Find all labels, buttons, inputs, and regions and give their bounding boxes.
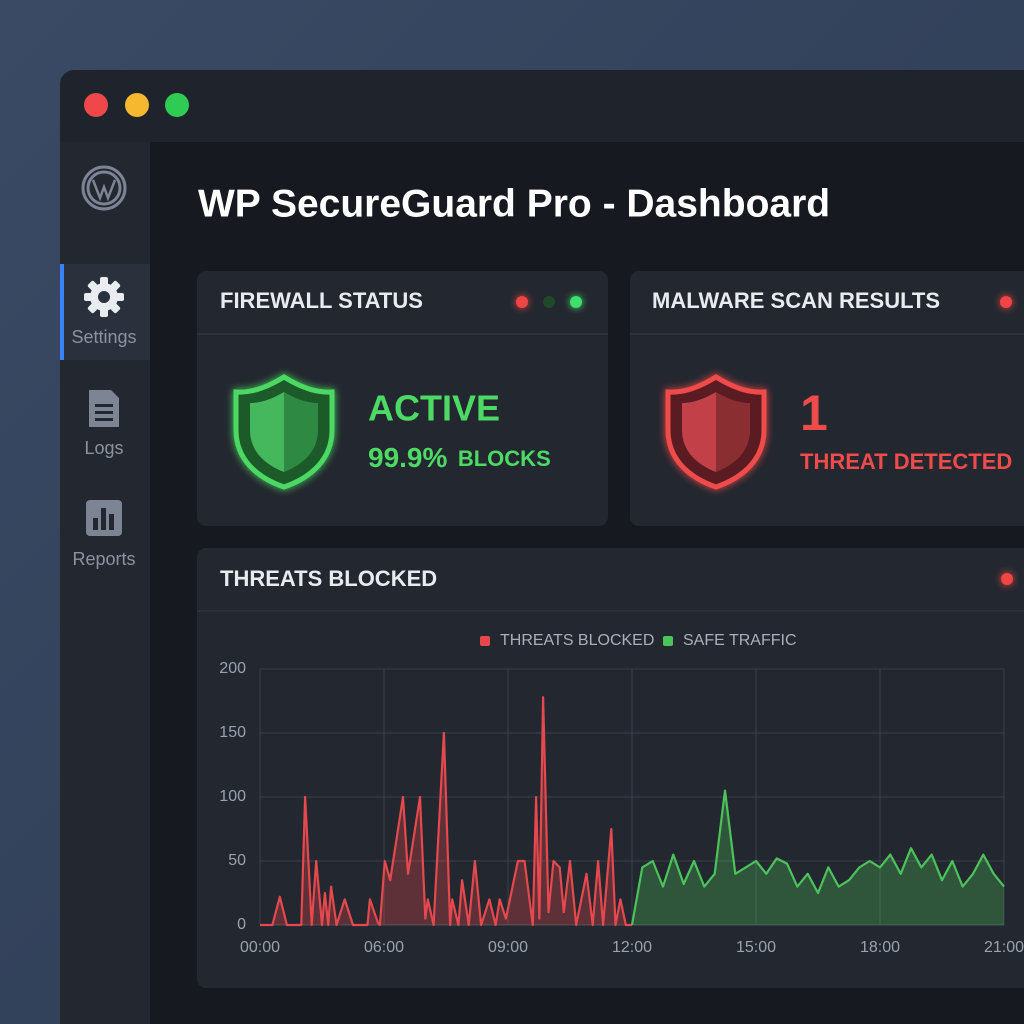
status-light (1001, 573, 1013, 585)
nav-indicator (60, 264, 64, 360)
card-title: FIREWALL STATUS (220, 288, 423, 313)
chart-title: THREATS BLOCKED (220, 566, 437, 591)
nav-label[interactable]: Logs (84, 438, 123, 458)
maximize-button[interactable] (165, 93, 189, 117)
status-light (1000, 296, 1012, 308)
y-tick-label: 100 (219, 788, 246, 805)
metric-label: BLOCKS (458, 446, 551, 471)
legend-label: THREATS BLOCKED (500, 632, 654, 649)
legend-swatch (480, 636, 490, 646)
chart: 0 50 100 150 200 00:00 06:00 09:00 12:00 15:00 18:… (219, 632, 1024, 956)
reports-icon (86, 500, 122, 536)
x-tick-label: 15:00 (736, 939, 776, 956)
x-tick-label: 21:00 (984, 939, 1024, 956)
gear-icon (84, 277, 124, 317)
threat-label: THREAT DETECTED (800, 449, 1012, 474)
firewall-metric: 99.9% BLOCKS (368, 442, 551, 473)
wp-logo (81, 165, 127, 211)
nav-label[interactable]: Reports (72, 549, 135, 569)
line (260, 696, 632, 927)
page-title: WP SecureGuard Pro - Dashboard (198, 182, 830, 225)
y-tick-label: 200 (219, 660, 246, 677)
close-button[interactable] (84, 93, 108, 117)
legend-label: SAFE TRAFFIC (683, 632, 797, 649)
y-tick-label: 50 (228, 852, 246, 869)
x-tick-label: 09:00 (488, 939, 528, 956)
status-light (543, 296, 555, 308)
x-tick-label: 00:00 (240, 939, 280, 956)
x-tick-label: 18:00 (860, 939, 900, 956)
metric-value: 99.9% (368, 442, 447, 473)
area (632, 790, 1004, 925)
minimize-button[interactable] (125, 93, 149, 117)
legend-swatch (663, 636, 673, 646)
shield-icon (233, 374, 335, 490)
firewall-status: ACTIVE (368, 388, 500, 429)
status-light (570, 296, 582, 308)
logs-icon (89, 390, 119, 427)
shield-icon (665, 374, 767, 490)
y-tick-label: 0 (237, 916, 246, 933)
x-tick-label: 06:00 (364, 939, 404, 956)
chart-card (197, 548, 1024, 988)
threat-count: 1 (800, 385, 828, 441)
card-title: MALWARE SCAN RESULTS (652, 288, 940, 313)
line (630, 789, 1005, 926)
status-light (516, 296, 528, 308)
x-tick-label: 12:00 (612, 939, 652, 956)
nav-label[interactable]: Settings (71, 327, 136, 347)
y-tick-label: 150 (219, 724, 246, 741)
